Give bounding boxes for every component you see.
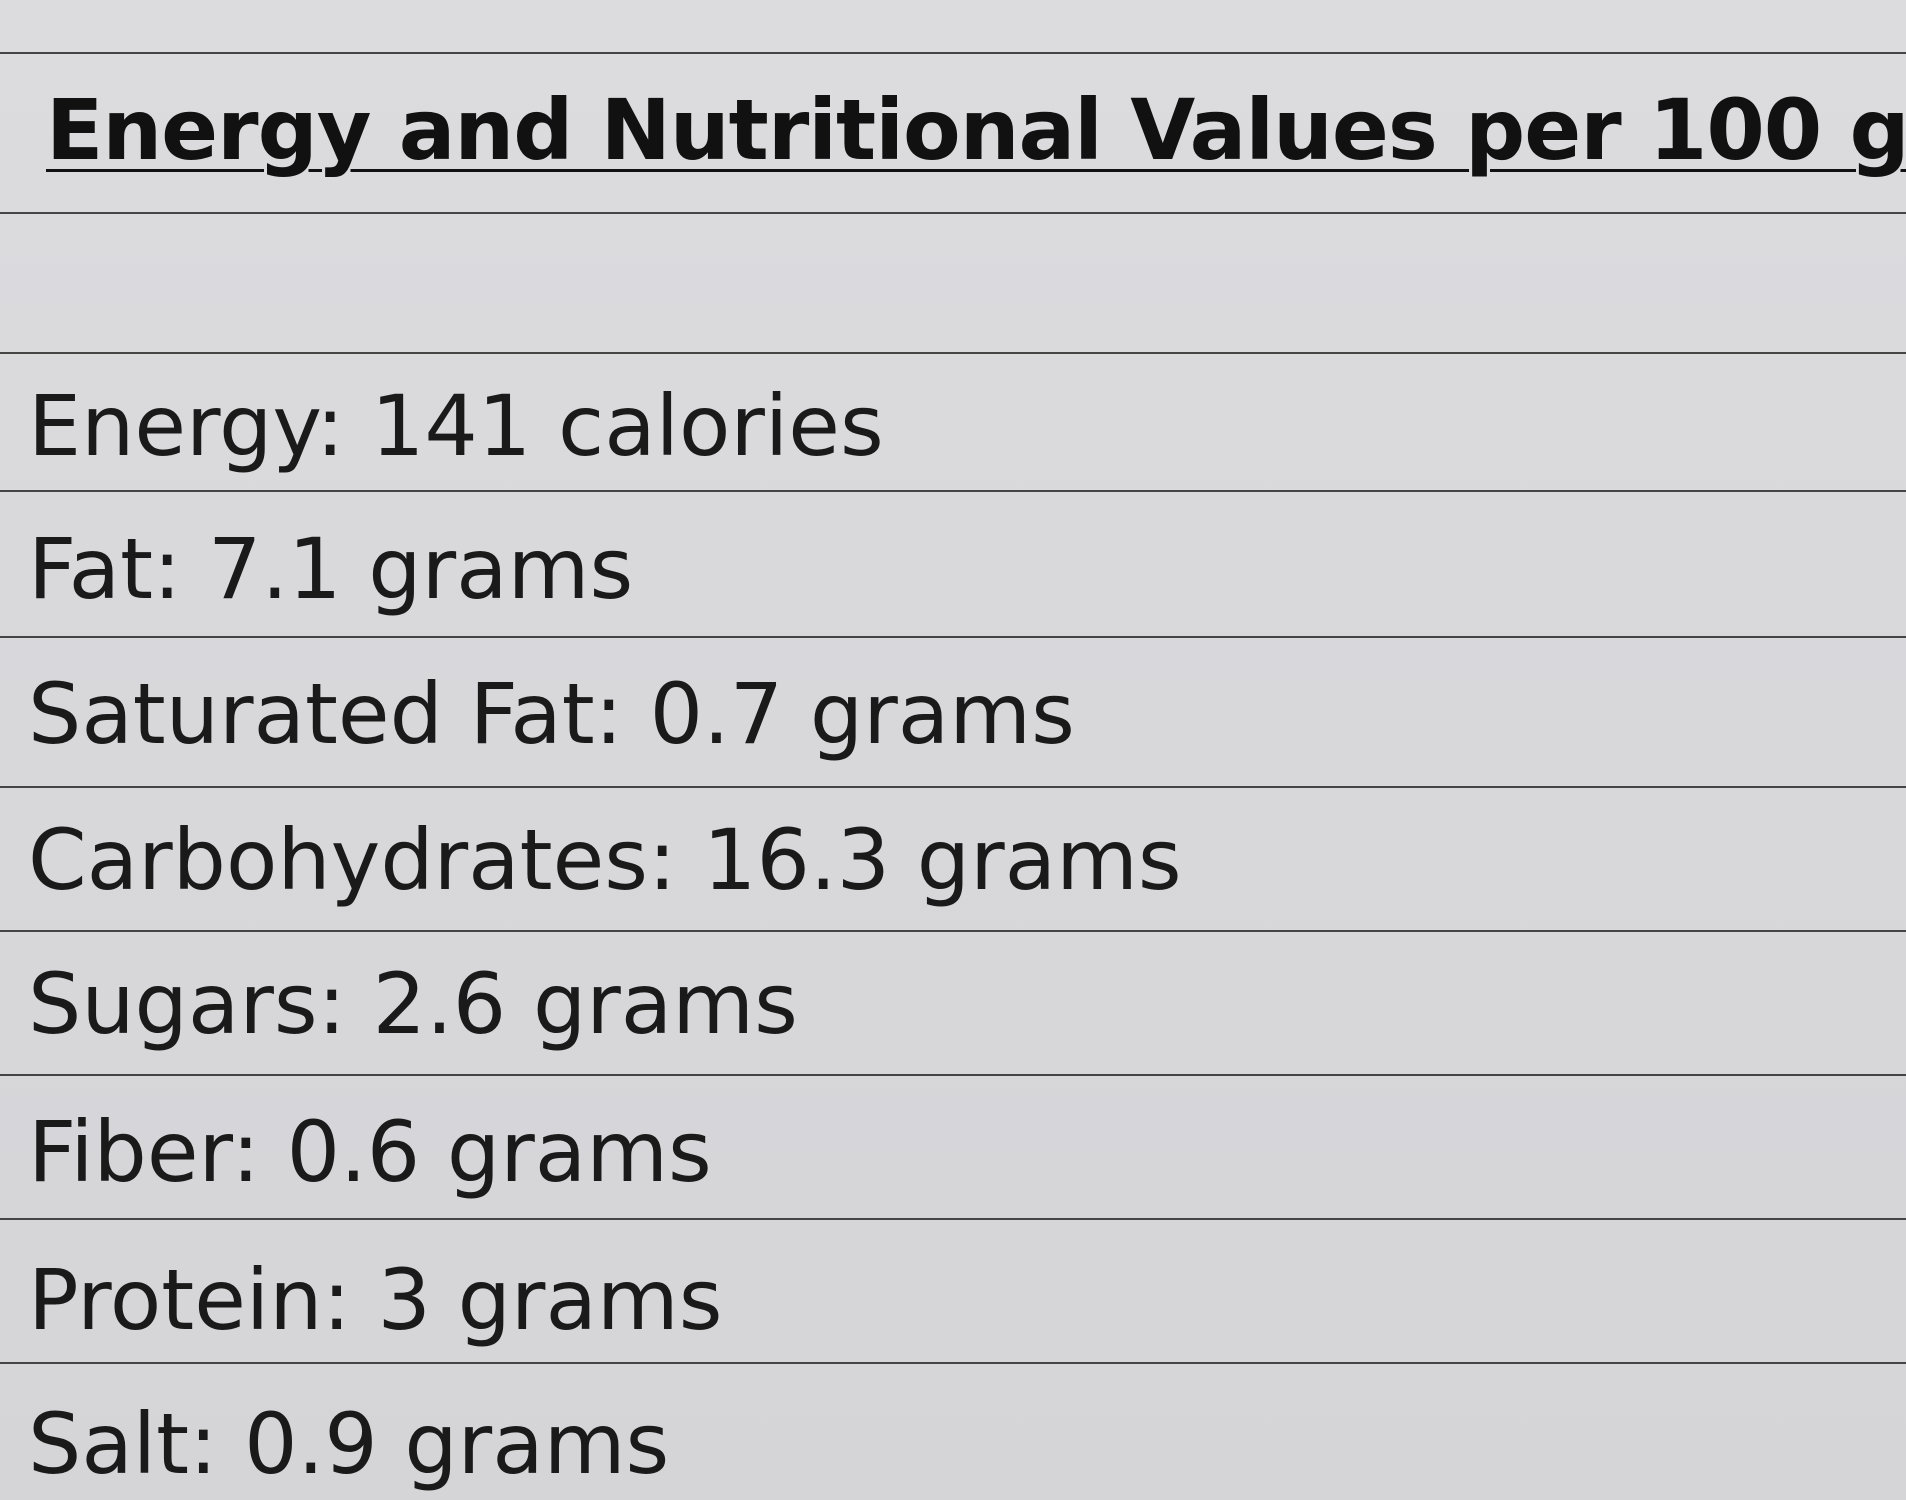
nutrient-row-carbohydrates: Carbohydrates: 16.3 grams	[28, 811, 1182, 909]
nutrient-row-salt: Salt: 0.9 grams	[28, 1395, 670, 1493]
row-divider	[0, 930, 1906, 932]
nutrition-heading: Energy and Nutritional Values per 100 g	[46, 81, 1906, 179]
nutrient-row-saturated-fat: Saturated Fat: 0.7 grams	[28, 665, 1075, 763]
nutrient-row-energy: Energy: 141 calories	[28, 377, 884, 475]
heading-bottom-rule	[0, 212, 1906, 214]
top-rule	[0, 52, 1906, 54]
row-divider	[0, 1218, 1906, 1220]
nutrient-row-protein: Protein: 3 grams	[28, 1251, 723, 1349]
row-divider	[0, 786, 1906, 788]
nutrient-row-fat: Fat: 7.1 grams	[28, 520, 634, 618]
row-divider	[0, 490, 1906, 492]
nutrient-row-fiber: Fiber: 0.6 grams	[28, 1103, 712, 1201]
nutrient-row-sugars: Sugars: 2.6 grams	[28, 955, 798, 1053]
row-divider	[0, 636, 1906, 638]
row-divider	[0, 1074, 1906, 1076]
table-top-rule	[0, 352, 1906, 354]
row-divider	[0, 1362, 1906, 1364]
